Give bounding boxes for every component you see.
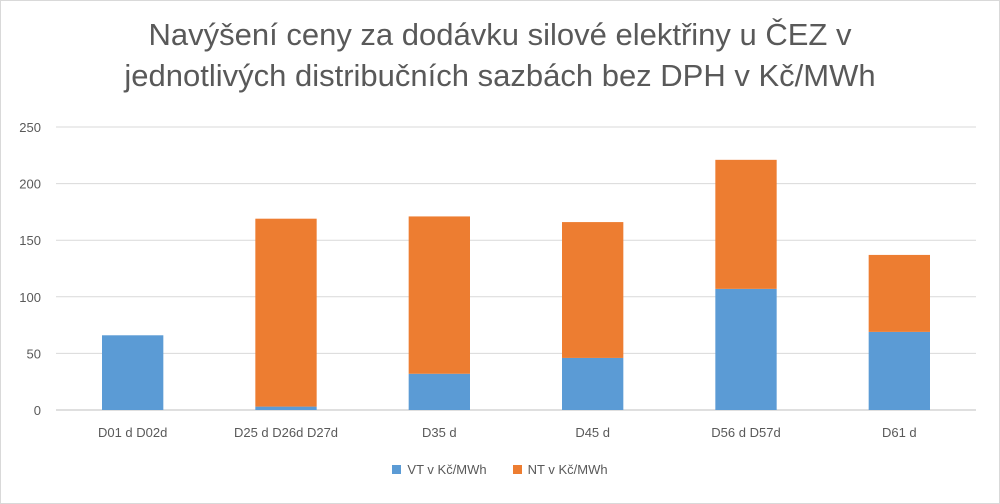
bar bbox=[408, 216, 470, 374]
y-tick-label: 150 bbox=[19, 233, 41, 248]
bar bbox=[255, 218, 317, 407]
chart-title-line-2: jednotlivých distribučních sazbách bez D… bbox=[124, 58, 876, 93]
x-tick-label: D35 d bbox=[422, 425, 457, 440]
legend-swatch bbox=[512, 465, 522, 474]
y-tick-label: 0 bbox=[34, 403, 41, 418]
x-tick-label: D45 d bbox=[575, 425, 610, 440]
y-tick-label: 250 bbox=[19, 120, 41, 135]
bar bbox=[562, 357, 624, 410]
x-tick-label: D25 d D26d D27d bbox=[234, 425, 338, 440]
bar bbox=[715, 288, 777, 410]
bar bbox=[715, 159, 777, 289]
bar bbox=[868, 254, 930, 332]
bar bbox=[102, 335, 164, 410]
bar bbox=[868, 331, 930, 410]
bar bbox=[255, 406, 317, 410]
chart-title: Navýšení ceny za dodávku silové elektřin… bbox=[0, 14, 1000, 96]
legend: VT v Kč/MWh NT v Kč/MWh bbox=[0, 462, 1000, 477]
bar bbox=[562, 222, 624, 358]
bar bbox=[408, 373, 470, 410]
legend-item: NT v Kč/MWh bbox=[512, 462, 608, 477]
x-tick-label: D01 d D02d bbox=[98, 425, 167, 440]
legend-label: NT v Kč/MWh bbox=[527, 462, 608, 477]
y-tick-label: 100 bbox=[19, 290, 41, 305]
legend-label: VT v Kč/MWh bbox=[407, 462, 487, 477]
y-tick-label: 200 bbox=[19, 177, 41, 192]
y-tick-label: 50 bbox=[27, 346, 41, 361]
legend-item: VT v Kč/MWh bbox=[392, 462, 487, 477]
chart-title-line-1: Navýšení ceny za dodávku silové elektřin… bbox=[148, 17, 852, 52]
x-tick-label: D56 d D57d bbox=[711, 425, 780, 440]
legend-swatch bbox=[392, 465, 402, 474]
x-tick-label: D61 d bbox=[882, 425, 917, 440]
